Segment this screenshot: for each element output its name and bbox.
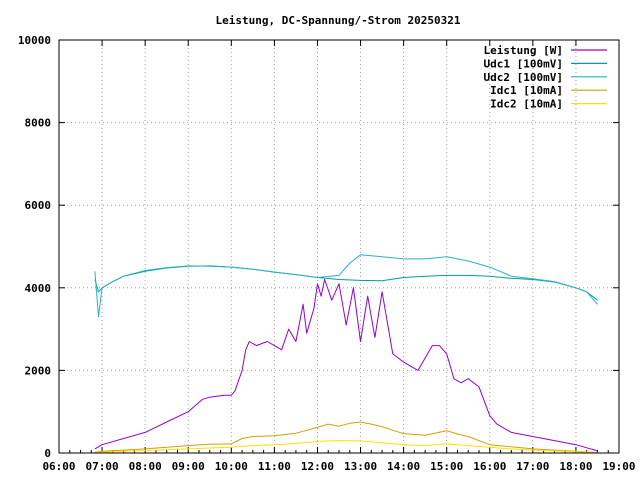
y-tick-label: 10000 [18,34,51,47]
legend-label: Udc1 [100mV] [484,57,563,70]
x-tick-label: 06:00 [42,460,75,473]
series-line-3 [94,254,598,318]
x-tick-label: 19:00 [602,460,635,473]
grid [58,39,620,454]
x-tick-label: 07:00 [86,460,119,473]
y-tick-label: 8000 [25,117,52,130]
x-tick-label: 08:00 [129,460,162,473]
legend: Leistung [W]Udc1 [100mV]Udc2 [100mV]Idc1… [484,44,607,111]
series-lines [94,254,598,454]
series-line-4 [94,421,598,454]
series-line-5 [94,440,598,454]
series-line-2 [94,265,598,301]
x-tick-label: 17:00 [516,460,549,473]
tick-labels: 06:00 07:00 08:00 09:00 10:00 11:00 12:00 13:00… [18,34,636,473]
chart-title: Leistung, DC-Spannung/-Strom 20250321 [215,14,460,27]
x-tick-label: 15:00 [430,460,463,473]
x-tick-label: 16:00 [473,460,506,473]
x-tick-label: 10:00 [215,460,248,473]
y-tick-label: 2000 [25,364,52,377]
y-tick-label: 4000 [25,282,52,295]
x-tick-label: 13:00 [344,460,377,473]
legend-label: Leistung [W] [484,44,563,57]
plot-frame [58,39,620,454]
x-tick-label: 09:00 [172,460,205,473]
legend-label: Idc2 [10mA] [490,98,563,111]
series-line-1 [94,279,598,452]
y-tick-label: 0 [44,447,51,460]
x-tick-label: 12:00 [301,460,334,473]
y-tick-label: 6000 [25,199,52,212]
x-tick-label: 18:00 [559,460,592,473]
legend-label: Udc2 [100mV] [484,71,563,84]
legend-label: Idc1 [10mA] [490,84,563,97]
x-tick-label: 11:00 [258,460,291,473]
x-tick-label: 14:00 [387,460,420,473]
